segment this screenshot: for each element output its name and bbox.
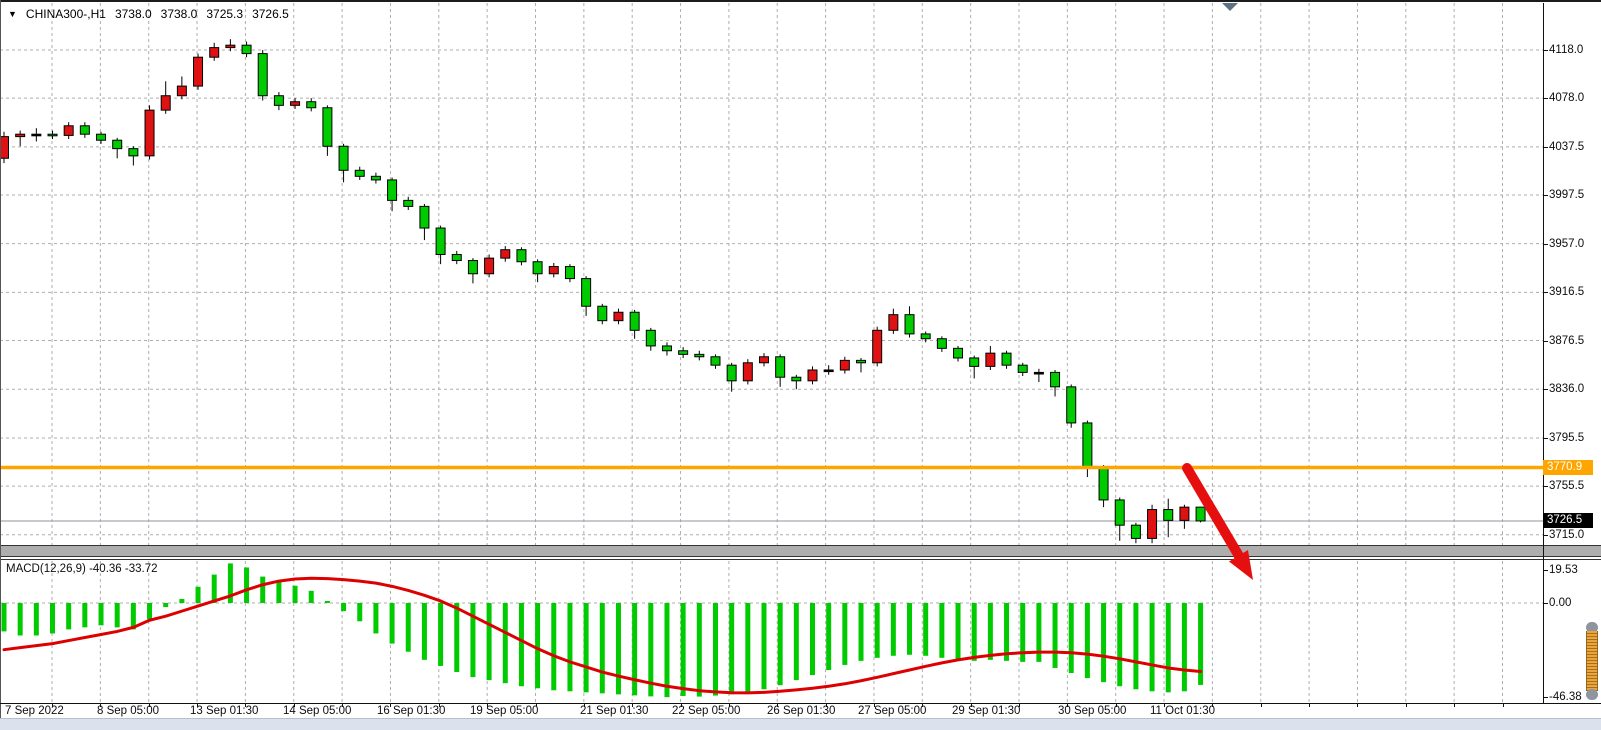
price-axis-tick	[1543, 194, 1548, 196]
price-pane[interactable]	[0, 3, 1543, 545]
time-axis-tick	[245, 703, 247, 707]
ohlc-close: 3726.5	[252, 7, 289, 21]
time-axis-label: 21 Sep 01:30	[580, 705, 649, 717]
price-axis-label: 4118.0	[1549, 44, 1584, 56]
time-axis-label: 16 Sep 01:30	[377, 705, 446, 717]
price-axis-tick	[1543, 340, 1548, 342]
time-axis-label: 30 Sep 05:00	[1058, 705, 1127, 717]
price-axis-label: 3795.5	[1549, 431, 1585, 444]
price-axis-tick	[1543, 486, 1548, 488]
chart-shift-marker-icon[interactable]	[1222, 3, 1238, 11]
hline-price-badge: 3770.9	[1543, 460, 1593, 475]
time-axis-tick	[390, 703, 392, 707]
window-bottom-strip	[0, 718, 1601, 730]
time-axis-tick	[1502, 703, 1504, 707]
price-axis-tick	[1543, 98, 1548, 100]
time-axis-label: 7 Sep 2022	[5, 705, 64, 717]
time-axis-tick	[293, 703, 295, 707]
time-axis-tick	[873, 703, 875, 707]
price-axis-label: 3755.5	[1549, 480, 1585, 493]
vertical-scrollbar[interactable]	[1586, 622, 1598, 700]
time-axis-label: 19 Sep 05:00	[470, 705, 539, 717]
price-axis-label: 3876.5	[1549, 334, 1585, 347]
symbol-period-label: CHINA300-,H1	[25, 7, 106, 21]
price-axis-label: 4037.5	[1549, 140, 1585, 153]
time-axis-tick	[342, 703, 344, 707]
time-axis-label: 27 Sep 05:00	[858, 705, 927, 717]
price-axis-tick	[1543, 389, 1548, 391]
time-axis-tick	[922, 703, 924, 707]
chart-left-border	[0, 0, 1, 718]
price-axis-label: 3836.0	[1549, 383, 1585, 396]
price-axis-tick	[1543, 534, 1548, 536]
time-axis-tick	[970, 703, 972, 707]
time-axis-tick	[1309, 703, 1311, 707]
time-axis-tick	[100, 703, 102, 707]
price-axis-label: 3957.0	[1549, 237, 1585, 250]
time-axis-tick	[583, 703, 585, 707]
time-axis-tick	[1405, 703, 1407, 707]
macd-indicator-label: MACD(12,26,9) -40.36 -33.72	[6, 563, 158, 575]
time-axis-border	[0, 703, 1601, 704]
price-axis-tick	[1543, 437, 1548, 439]
time-axis-tick	[1212, 703, 1214, 707]
price-axis-label: 4078.0	[1549, 92, 1585, 105]
time-axis-tick	[1115, 703, 1117, 707]
time-axis-label: 14 Sep 05:00	[283, 705, 352, 717]
time-axis-tick	[632, 703, 634, 707]
time-axis-label: 8 Sep 05:00	[97, 705, 160, 717]
time-axis-tick	[148, 703, 150, 707]
ohlc-high: 3738.0	[160, 7, 198, 21]
time-axis-tick	[535, 703, 537, 707]
price-axis-label: 3916.5	[1549, 286, 1585, 299]
price-axis-tick	[1543, 292, 1548, 294]
time-axis-tick	[825, 703, 827, 707]
time-axis-tick	[197, 703, 199, 707]
time-axis-tick	[777, 703, 779, 707]
chart-title: ▼ CHINA300-,H1 3738.0 3738.0 3725.3 3726…	[8, 7, 289, 21]
time-axis-tick	[728, 703, 730, 707]
macd-pane[interactable]	[0, 561, 1543, 703]
price-axis-label: 3715.0	[1549, 528, 1585, 541]
price-axis-tick	[1543, 146, 1548, 148]
time-axis-tick	[52, 703, 53, 707]
macd-axis-tick	[1543, 603, 1548, 604]
ohlc-open: 3738.0	[114, 7, 152, 21]
time-axis-tick	[1067, 703, 1069, 707]
chart-top-border	[0, 0, 1601, 2]
scrollbar-top-cap[interactable]	[1586, 622, 1598, 633]
macd-axis-label: 19.53	[1549, 564, 1578, 576]
time-axis-label: 29 Sep 01:30	[952, 705, 1021, 717]
bid-price-badge: 3726.5	[1543, 513, 1593, 528]
macd-axis-label: -46.38	[1549, 691, 1582, 703]
price-axis[interactable]	[1543, 3, 1544, 703]
time-axis-tick	[487, 703, 489, 707]
scrollbar-bottom-cap[interactable]	[1586, 689, 1598, 700]
macd-axis-tick	[1543, 570, 1548, 571]
time-axis-tick	[438, 703, 440, 707]
price-axis-tick	[1543, 243, 1548, 245]
time-axis-label: 11 Oct 01:30	[1150, 705, 1215, 717]
time-axis-tick	[1164, 703, 1166, 707]
time-axis-tick	[1019, 703, 1020, 707]
time-axis-tick	[1454, 703, 1456, 707]
symbol-dropdown-icon[interactable]: ▼	[8, 9, 17, 19]
time-axis-label: 13 Sep 01:30	[190, 705, 259, 717]
scrollbar-thumb[interactable]	[1586, 631, 1598, 691]
pane-divider[interactable]	[0, 545, 1601, 557]
time-axis-label: 26 Sep 01:30	[767, 705, 836, 717]
macd-axis-tick	[1543, 697, 1548, 698]
time-axis-tick	[680, 703, 682, 707]
pane-divider-line	[0, 559, 1601, 560]
price-axis-tick	[1543, 50, 1548, 51]
price-axis-label: 3997.5	[1549, 188, 1585, 201]
time-axis-tick	[1357, 703, 1359, 707]
ohlc-low: 3725.3	[206, 7, 244, 21]
macd-axis-label: 0.00	[1549, 597, 1572, 609]
time-axis-tick	[1260, 703, 1262, 707]
time-axis-label: 22 Sep 05:00	[672, 705, 741, 717]
